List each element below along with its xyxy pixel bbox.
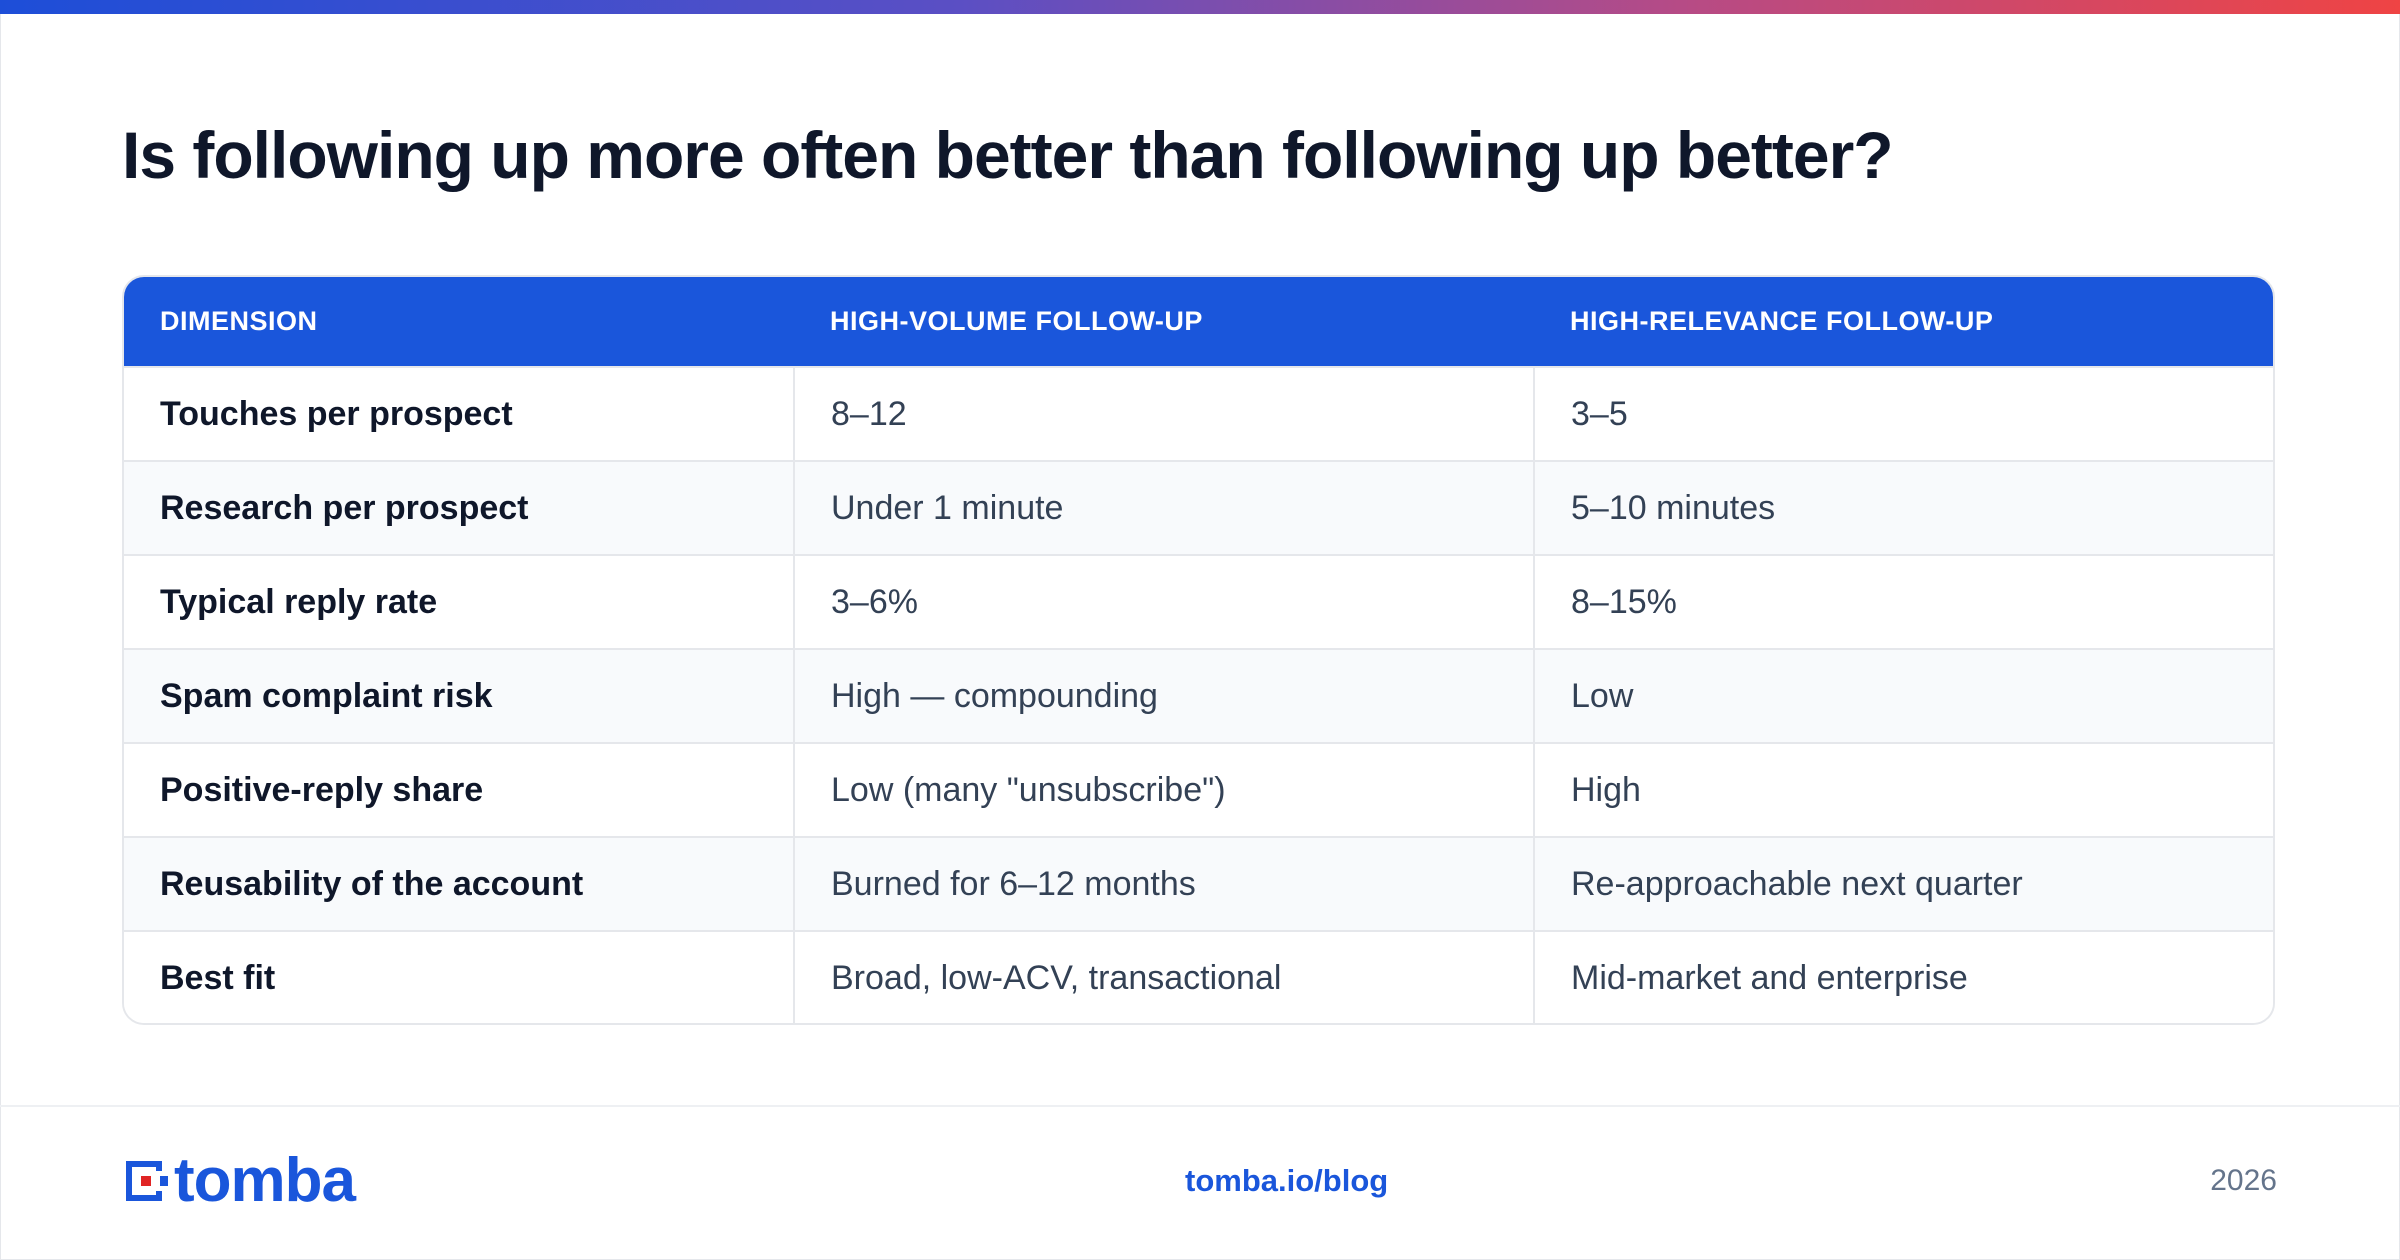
year-label: 2026 [2210,1164,2277,1197]
row-high-relevance-cell: 5–10 minutes [1533,461,2273,555]
comparison-table: DIMENSION HIGH-VOLUME FOLLOW-UP HIGH-REL… [124,277,2273,1023]
row-high-relevance-cell: Mid-market and enterprise [1533,931,2273,1023]
row-high-volume-cell: Under 1 minute [793,461,1534,555]
row-dimension-cell: Research per prospect [160,488,529,527]
tomba-logo-icon [122,1157,170,1205]
table-row: Spam complaint risk High — compounding L… [124,649,2273,743]
row-dimension-cell: Touches per prospect [160,394,513,433]
row-high-volume-cell: 8–12 [793,367,1534,461]
row-high-volume-cell: Broad, low-ACV, transactional [793,931,1534,1023]
table-row: Best fit Broad, low-ACV, transactional M… [124,931,2273,1023]
row-high-volume-cell: Burned for 6–12 months [793,837,1534,931]
row-high-volume-cell: High — compounding [793,649,1534,743]
row-dimension-cell: Spam complaint risk [160,676,493,715]
table-row: Positive-reply share Low (many "unsubscr… [124,743,2273,837]
row-dimension-cell: Typical reply rate [160,582,438,621]
row-high-relevance-cell: Re-approachable next quarter [1533,837,2273,931]
table-row: Touches per prospect 8–12 3–5 [124,367,2273,461]
logo-wordmark: tomba [174,1146,356,1215]
top-gradient-bar [0,0,2400,14]
blog-link[interactable]: tomba.io/blog [1185,1163,1389,1198]
table-header-row: DIMENSION HIGH-VOLUME FOLLOW-UP HIGH-REL… [124,277,2273,367]
table-row: Reusability of the account Burned for 6–… [124,837,2273,931]
table-row: Typical reply rate 3–6% 8–15% [124,555,2273,649]
row-high-relevance-cell: Low [1533,649,2273,743]
row-high-relevance-cell: 8–15% [1533,555,2273,649]
tomba-logo[interactable]: tomba [122,1146,356,1215]
row-dimension-cell: Best fit [160,959,276,997]
footer-divider [0,1105,2400,1107]
header-dimension: DIMENSION [160,306,318,336]
table-row: Research per prospect Under 1 minute 5–1… [124,461,2273,555]
row-dimension-cell: Positive-reply share [160,770,484,809]
page-title: Is following up more often better than f… [122,118,1894,192]
row-dimension-cell: Reusability of the account [160,864,584,903]
row-high-volume-cell: Low (many "unsubscribe") [793,743,1534,837]
header-high-volume: HIGH-VOLUME FOLLOW-UP [830,306,1203,336]
row-high-volume-cell: 3–6% [793,555,1534,649]
comparison-table-container: DIMENSION HIGH-VOLUME FOLLOW-UP HIGH-REL… [122,275,2275,1025]
row-high-relevance-cell: High [1533,743,2273,837]
header-high-relevance: HIGH-RELEVANCE FOLLOW-UP [1570,306,1994,336]
row-high-relevance-cell: 3–5 [1533,367,2273,461]
